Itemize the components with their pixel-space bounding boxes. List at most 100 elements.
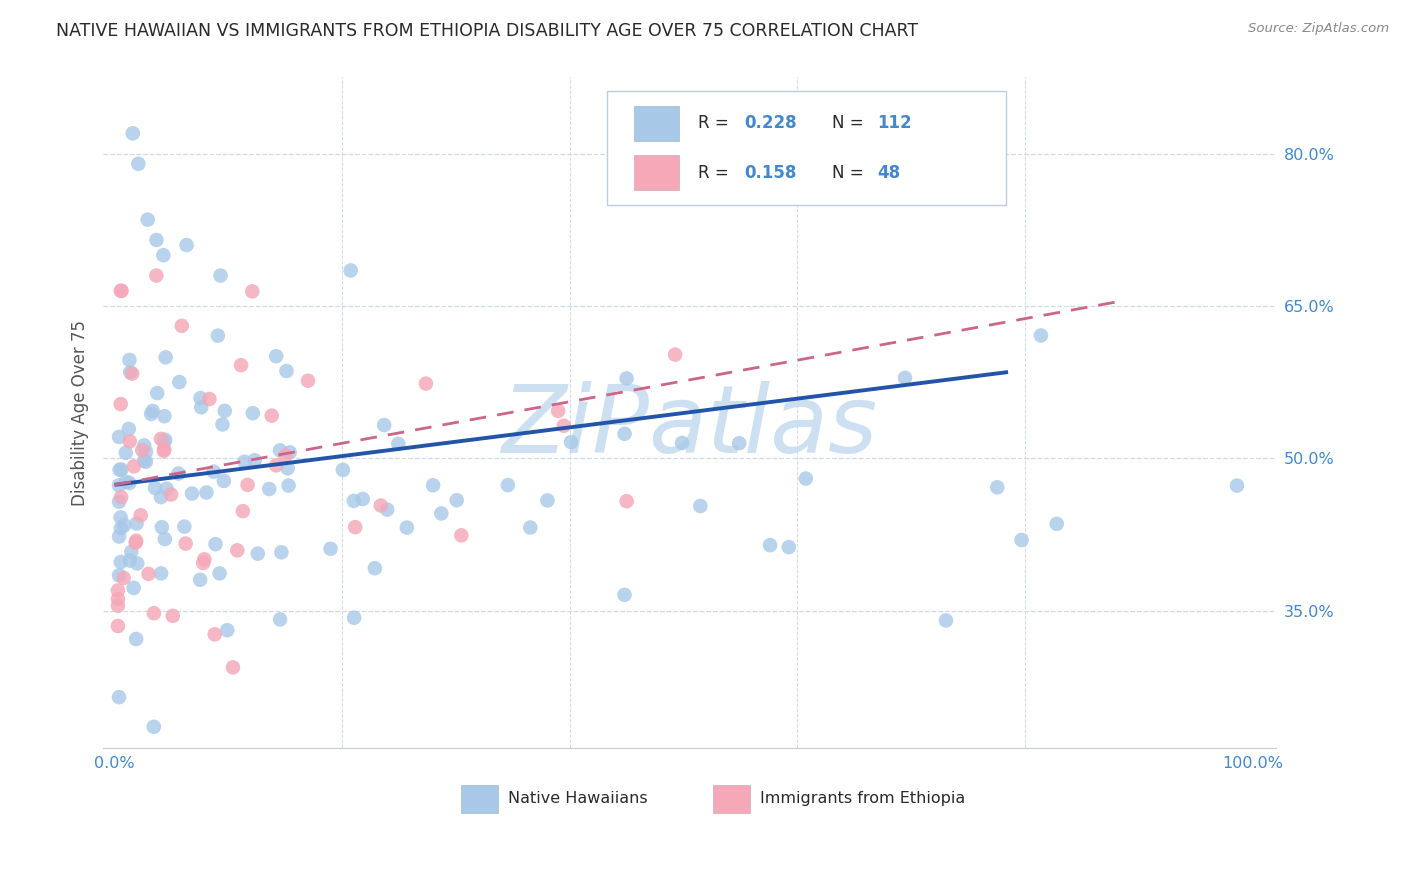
Point	[211, 417, 233, 432]
Point	[450, 528, 472, 542]
Text: R =: R =	[697, 163, 734, 181]
Point	[174, 536, 197, 550]
FancyBboxPatch shape	[634, 106, 679, 141]
Point	[150, 432, 173, 446]
Point	[152, 444, 174, 458]
Point	[142, 404, 165, 418]
Point	[108, 530, 131, 544]
Point	[689, 499, 711, 513]
Point	[277, 478, 299, 492]
Point	[108, 430, 131, 444]
Point	[264, 349, 287, 363]
Text: ZiPatlas: ZiPatlas	[501, 381, 877, 472]
Point	[894, 371, 917, 385]
Point	[277, 461, 299, 475]
Point	[560, 435, 582, 450]
Point	[121, 126, 143, 140]
Point	[110, 510, 132, 524]
Text: N =: N =	[832, 163, 869, 181]
Point	[364, 561, 387, 575]
Point	[616, 371, 638, 385]
Point	[343, 610, 366, 624]
Point	[217, 624, 239, 638]
Text: Native Hawaiians: Native Hawaiians	[508, 790, 647, 805]
Point	[193, 556, 215, 570]
Point	[146, 386, 169, 401]
Point	[134, 438, 156, 452]
Point	[108, 463, 131, 477]
Point	[664, 348, 686, 362]
Point	[122, 581, 145, 595]
Point	[181, 486, 204, 500]
Point	[142, 606, 165, 620]
Point	[430, 507, 453, 521]
Point	[344, 520, 367, 534]
Point	[202, 465, 225, 479]
Point	[728, 436, 751, 450]
Point	[278, 445, 301, 459]
Point	[131, 443, 153, 458]
Point	[110, 555, 132, 569]
Point	[120, 545, 142, 559]
Point	[794, 471, 817, 485]
Point	[114, 446, 136, 460]
Point	[319, 541, 342, 556]
Point	[108, 494, 131, 508]
Point	[240, 285, 263, 299]
Point	[110, 284, 132, 298]
Point	[519, 520, 541, 534]
Point	[343, 494, 366, 508]
Point	[270, 545, 292, 559]
Point	[107, 592, 129, 607]
Point	[1011, 533, 1033, 547]
Point	[496, 478, 519, 492]
Point	[125, 632, 148, 646]
Point	[233, 455, 256, 469]
Point	[264, 458, 287, 473]
Point	[138, 566, 160, 581]
Point	[155, 351, 177, 365]
Point	[115, 475, 138, 489]
Point	[120, 365, 142, 379]
Point	[422, 478, 444, 492]
Point	[212, 474, 235, 488]
Point	[153, 442, 176, 457]
FancyBboxPatch shape	[607, 91, 1005, 205]
Point	[671, 436, 693, 450]
Point	[118, 434, 141, 449]
Point	[208, 566, 231, 581]
Point	[173, 519, 195, 533]
Point	[150, 520, 173, 534]
Point	[276, 364, 298, 378]
Point	[142, 720, 165, 734]
Point	[136, 212, 159, 227]
Point	[339, 263, 361, 277]
Point	[214, 404, 236, 418]
Point	[395, 520, 418, 534]
Point	[193, 552, 215, 566]
Point	[107, 599, 129, 613]
Point	[553, 418, 575, 433]
Point	[260, 409, 283, 423]
Point	[112, 571, 135, 585]
Point	[1029, 328, 1052, 343]
FancyBboxPatch shape	[461, 785, 498, 813]
Point	[110, 284, 132, 298]
Point	[246, 547, 269, 561]
Point	[143, 481, 166, 495]
Point	[145, 268, 167, 283]
Point	[107, 619, 129, 633]
Point	[190, 391, 212, 405]
Point	[135, 445, 157, 459]
Point	[167, 467, 190, 481]
Point	[121, 367, 143, 381]
Point	[134, 454, 156, 468]
Point	[118, 353, 141, 368]
Point	[209, 268, 232, 283]
Text: Source: ZipAtlas.com: Source: ZipAtlas.com	[1249, 22, 1389, 36]
Point	[135, 455, 157, 469]
Point	[1046, 516, 1069, 531]
Point	[547, 404, 569, 418]
Point	[226, 543, 249, 558]
Point	[778, 540, 800, 554]
